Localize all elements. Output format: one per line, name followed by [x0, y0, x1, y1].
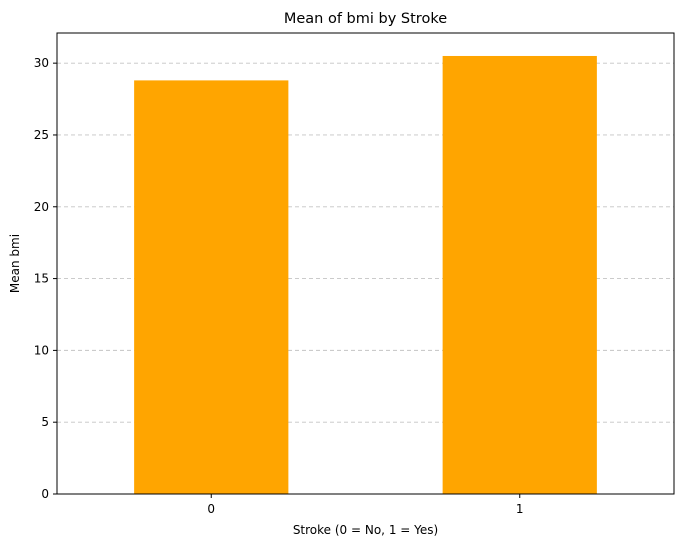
plot-frame — [56, 32, 675, 495]
y-axis-label: Mean bmi — [8, 234, 22, 293]
y-tick-label: 0 — [41, 487, 49, 501]
x-axis-label: Stroke (0 = No, 1 = Yes) — [293, 523, 438, 537]
y-tick-label: 25 — [34, 128, 49, 142]
bar-0 — [134, 80, 289, 495]
chart-title: Mean of bmi by Stroke — [284, 11, 447, 27]
y-axis: 0 5 10 15 20 25 30 — [34, 56, 57, 501]
x-tick-label: 0 — [207, 502, 215, 516]
bars-layer — [134, 55, 597, 495]
x-tick-label: 1 — [516, 502, 524, 516]
y-tick-label: 15 — [34, 272, 49, 286]
bar-1 — [442, 55, 597, 495]
y-tick-label: 5 — [41, 415, 49, 429]
y-tick-label: 20 — [34, 200, 49, 214]
y-tick-label: 30 — [34, 56, 49, 70]
y-tick-label: 10 — [34, 343, 49, 357]
